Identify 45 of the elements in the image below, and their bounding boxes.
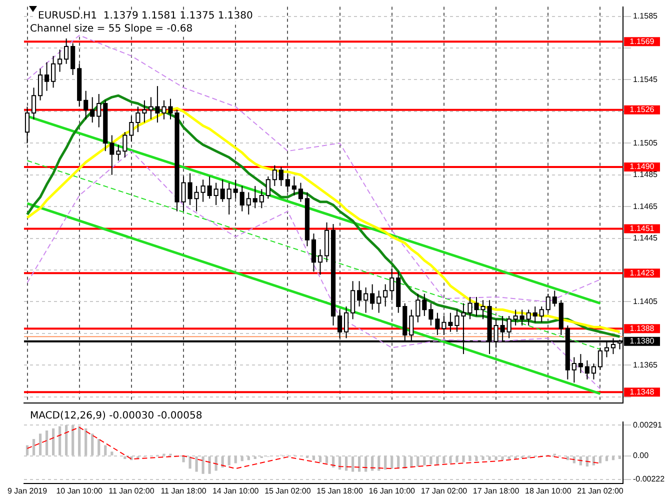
bar: [344, 456, 348, 471]
text: Channel size = 55 Slope = -0.68: [30, 23, 193, 34]
x-tick-label: 11 Jan 02:00: [108, 486, 155, 496]
x-tick-label: 9 Jan 2019: [7, 486, 48, 496]
x-tick-label: 10 Jan 10:00: [56, 486, 104, 496]
y-tick-label: 1.1505: [633, 138, 658, 148]
x-tick-label: 14 Jan 10:00: [212, 486, 260, 496]
ref-line-label: 1.1388: [630, 324, 655, 333]
ref-line-label: 1.1569: [630, 36, 655, 46]
y-tick-label: 0.00: [633, 451, 650, 460]
y-tick-label: 1.1445: [633, 234, 658, 242]
bar: [351, 456, 354, 472]
ref-line-label: 1.1380: [630, 336, 655, 346]
y-tick-label: 0.00291: [633, 420, 662, 430]
x-tick-label: 11 Jan 18:00: [160, 486, 207, 496]
x-tick-label: 16 Jan 10:00: [368, 486, 416, 496]
chart-title: MACD(12,26,9) -0.00030 -0.00058: [30, 410, 202, 422]
bar: [423, 456, 426, 466]
line-series: [26, 150, 601, 390]
ref-line-label: 1.1451: [630, 224, 655, 233]
y-tick-label: 1.1585: [633, 12, 658, 21]
y-tick-label: -0.00222: [633, 474, 665, 484]
bar: [38, 434, 42, 456]
x-tick-label: 15 Jan 02:00: [264, 486, 312, 496]
bar: [195, 456, 198, 472]
y-tick-label: 1.1365: [633, 360, 658, 370]
bar: [501, 456, 504, 460]
ref-line-label: 1.1423: [630, 268, 655, 278]
y-tick-label: 1.1465: [633, 202, 658, 211]
y-tick-label: 1.1405: [633, 296, 658, 306]
ref-line-label: 1.1348: [630, 387, 655, 396]
y-tick-label: 1.1485: [633, 170, 658, 180]
x-tick-label: 17 Jan 18:00: [472, 486, 520, 496]
ref-line-label: 1.1490: [630, 162, 655, 172]
line-series: [26, 426, 601, 470]
y-tick-label: 1.1545: [633, 74, 658, 84]
bar: [430, 456, 432, 464]
bar: [45, 430, 48, 456]
x-tick-label: 15 Jan 18:00: [316, 486, 364, 496]
chart-title: EURUSD.H1 1.1379 1.1581 1.1375 1.1380: [38, 10, 253, 22]
x-tick-label: 17 Jan 02:00: [420, 486, 468, 496]
x-tick-label: 18 Jan 10:00: [524, 486, 572, 496]
bar: [182, 456, 185, 462]
ref-line-label: 1.1526: [630, 105, 655, 114]
x-tick-label: 21 Jan 02:00: [577, 486, 624, 496]
